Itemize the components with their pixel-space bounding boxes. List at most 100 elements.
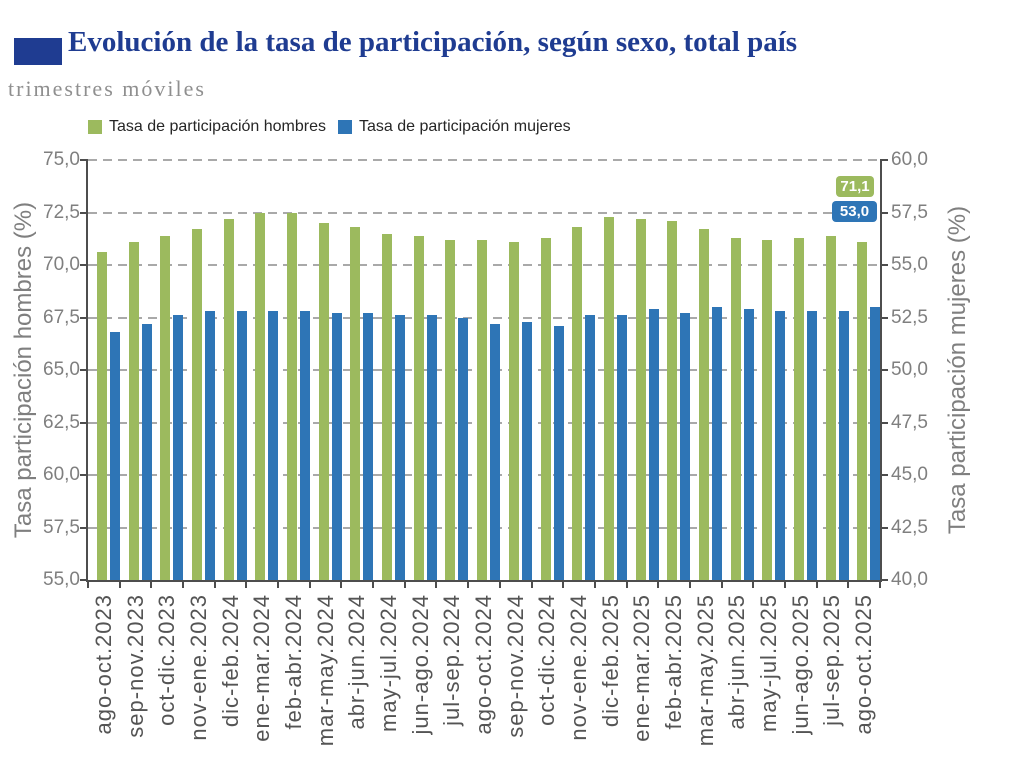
legend-label-mujeres: Tasa de participación mujeres (359, 118, 571, 135)
right-axis-tick-label: 42,5 (891, 516, 928, 538)
bar-mujeres (585, 315, 596, 580)
right-axis-tick-label: 40,0 (891, 569, 928, 590)
left-axis-tick (80, 264, 88, 266)
bar-hombres (350, 227, 361, 580)
bar-mujeres (743, 309, 754, 580)
right-axis-tick (880, 579, 888, 581)
x-axis-tick (403, 582, 406, 588)
x-axis-tick (562, 582, 565, 588)
left-axis-tick-label: 62,5 (43, 411, 80, 433)
x-axis-label: dic-feb.2025 (597, 594, 623, 728)
bar-mujeres (205, 311, 216, 580)
x-axis-tick (720, 582, 723, 588)
left-axis-tick-label: 70,0 (43, 254, 80, 275)
bar-hombres (635, 218, 646, 580)
bar-hombres (477, 239, 488, 580)
subtitle: trimestres móviles (8, 76, 206, 101)
legend: Tasa de participación hombres Tasa de pa… (88, 118, 571, 136)
x-axis-tick (879, 582, 881, 588)
right-axis-tick-label: 50,0 (891, 359, 928, 380)
left-axis-title: Tasa participación hombres (%) (10, 201, 38, 539)
x-axis-tick (498, 582, 501, 588)
x-axis-tick (277, 582, 280, 588)
x-axis-label: mar-may.2025 (692, 594, 718, 747)
left-axis-tick-label: 65,0 (43, 359, 80, 380)
bar-mujeres (363, 313, 374, 580)
left-axis-tick (80, 369, 88, 371)
x-axis-label: feb-abr.2025 (661, 594, 687, 730)
x-axis-tick (657, 582, 660, 588)
x-axis-line (86, 580, 882, 582)
x-axis-label: jun-ago.2025 (787, 594, 813, 735)
right-axis-tick-label: 47,5 (891, 411, 928, 433)
bar-hombres (287, 212, 298, 580)
legend-label-hombres: Tasa de participación hombres (109, 118, 327, 135)
left-axis-tick (80, 474, 88, 476)
left-axis-tick-label: 55,0 (43, 569, 80, 590)
x-axis-label: may-jul.2024 (375, 594, 401, 732)
right-axis-tick-label: 52,5 (891, 306, 928, 328)
gridline (88, 159, 880, 161)
legend-item-hombres: Tasa de participación hombres (88, 118, 326, 136)
right-axis-tick (880, 421, 888, 424)
right-axis-line (880, 160, 882, 582)
bar-mujeres (300, 311, 311, 580)
x-axis-tick (783, 582, 786, 588)
x-axis-label: abr-jun.2025 (724, 594, 750, 730)
x-axis-label: ago-oct.2024 (471, 594, 496, 735)
bar-hombres (128, 241, 139, 580)
left-axis-tick (80, 579, 88, 581)
right-axis-tick (880, 211, 888, 214)
x-axis-tick (245, 582, 248, 588)
bar-mujeres (521, 321, 532, 580)
bar-mujeres (648, 309, 659, 580)
left-axis-tick-label: 67,5 (43, 306, 80, 328)
left-axis-tick (80, 421, 88, 424)
bar-hombres (413, 235, 424, 580)
bar-hombres (667, 220, 678, 580)
right-axis-tick (880, 474, 888, 476)
right-axis-tick (880, 526, 888, 529)
right-axis-tick-label: 55,0 (891, 254, 928, 275)
x-axis-tick (435, 582, 438, 588)
bar-mujeres (110, 332, 120, 580)
x-axis-tick (213, 582, 216, 588)
bar-hombres (857, 241, 868, 580)
bar-mujeres (458, 317, 469, 580)
x-axis-tick (467, 582, 470, 588)
bar-hombres (318, 223, 329, 580)
x-axis-tick (688, 582, 691, 588)
x-axis-label: abr-jun.2024 (344, 594, 370, 730)
bar-mujeres (331, 313, 342, 580)
bar-mujeres (775, 311, 786, 580)
bar-mujeres (426, 315, 437, 580)
x-axis-label: ene-mar.2024 (249, 594, 275, 742)
x-axis-label: sep-nov.2023 (122, 594, 148, 738)
x-axis-label: jul-sep.2024 (439, 594, 465, 726)
x-axis-tick (182, 582, 185, 588)
bar-hombres (255, 212, 266, 580)
x-axis-label: oct-dic.2024 (534, 594, 560, 726)
bar-mujeres (806, 311, 817, 580)
bar-hombres (572, 227, 583, 580)
x-axis-label: nov-ene.2024 (566, 594, 592, 741)
x-axis-tick (87, 582, 89, 588)
x-axis-tick (308, 582, 311, 588)
x-axis-label: dic-feb.2024 (217, 594, 243, 728)
left-axis-tick (80, 526, 88, 529)
x-axis-tick (625, 582, 628, 588)
x-axis-tick (340, 582, 343, 588)
x-axis-tick (150, 582, 153, 588)
legend-item-mujeres: Tasa de participación mujeres (338, 118, 571, 136)
left-axis-tick-label: 60,0 (43, 464, 80, 485)
x-axis-label: ago-oct.2023 (90, 594, 116, 735)
x-axis-label: jul-sep.2025 (819, 594, 845, 726)
bar-mujeres (838, 311, 849, 580)
bar-mujeres (616, 315, 627, 580)
x-axis-label: oct-dic.2023 (154, 594, 180, 726)
x-axis-tick (372, 582, 375, 588)
bar-mujeres (236, 311, 247, 580)
x-axis-label: ago-oct.2025 (851, 594, 877, 735)
gridline (88, 211, 880, 214)
left-axis-tick (80, 316, 88, 319)
